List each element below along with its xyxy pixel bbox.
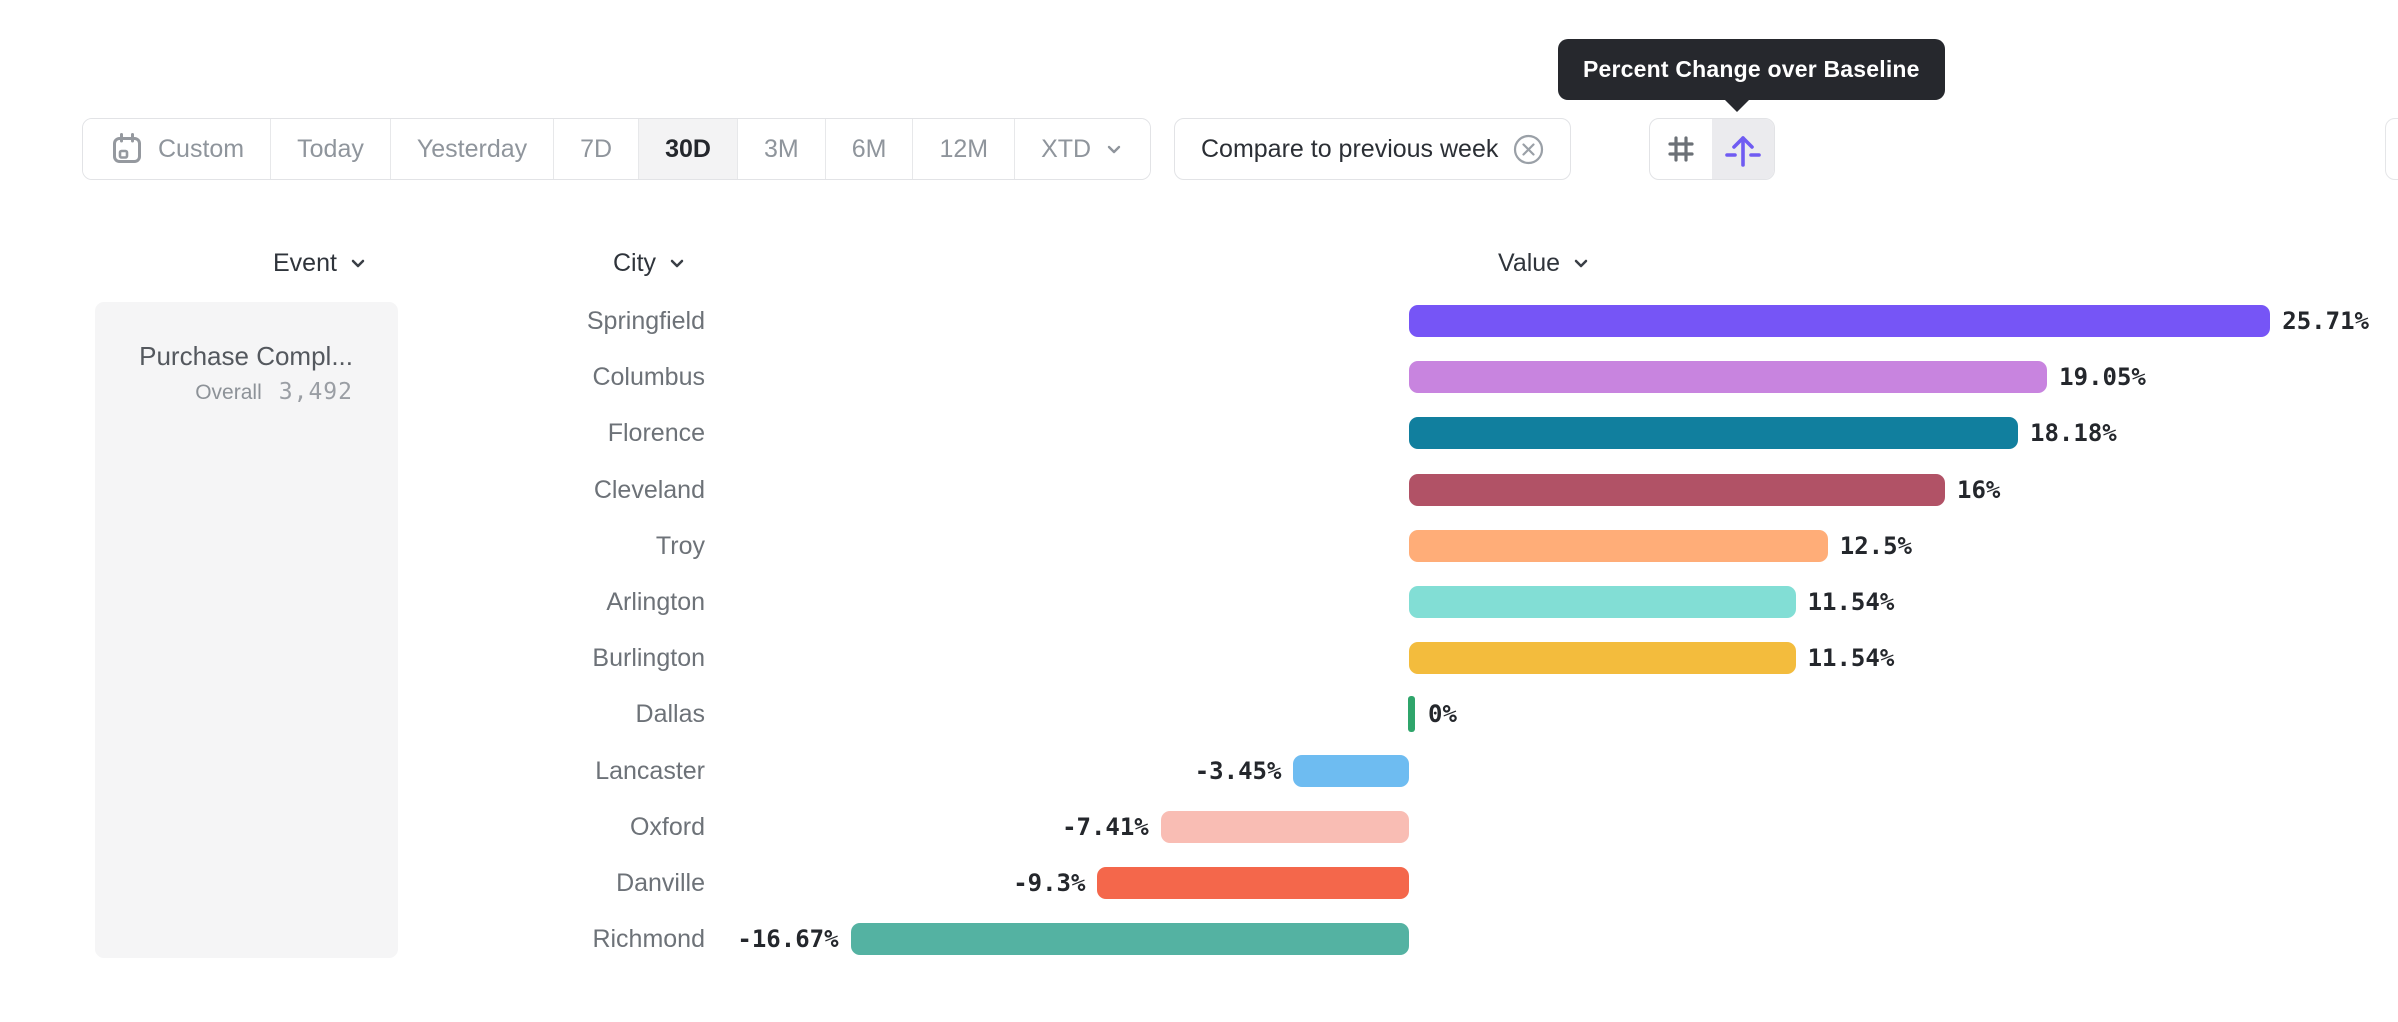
city-label: Richmond: [592, 925, 705, 954]
overall-label: Overall: [195, 381, 262, 404]
city-label: Columbus: [592, 363, 705, 392]
bar[interactable]: [1293, 754, 1409, 787]
column-header-label: Event: [273, 248, 337, 277]
tooltip-arrow: [1723, 98, 1751, 112]
chevron-down-icon: [1571, 253, 1591, 273]
date-range-label: 30D: [665, 134, 711, 163]
bar-value-label: 16%: [1957, 475, 2001, 504]
chevron-down-icon: [348, 253, 368, 273]
date-range-label: 3M: [763, 134, 799, 163]
date-range-label: Yesterday: [416, 134, 528, 163]
overall-value: 3,492: [278, 379, 353, 405]
date-range-3m[interactable]: 3M: [736, 119, 825, 179]
date-range-30d[interactable]: 30D: [638, 119, 737, 179]
city-label: Lancaster: [595, 756, 705, 785]
bar[interactable]: [1409, 529, 1828, 562]
arrow-up-baseline-icon: [1721, 127, 1765, 171]
bar-value-label: 11.54%: [1807, 644, 1895, 673]
date-range-xtd[interactable]: XTD: [1014, 119, 1151, 179]
date-range-yesterday[interactable]: Yesterday: [389, 119, 554, 179]
compare-chip[interactable]: Compare to previous week: [1174, 118, 1572, 180]
date-range-picker: Custom Today Yesterday 7D 30D 3M 6M 12M …: [82, 118, 1152, 180]
column-header-event[interactable]: Event: [273, 241, 368, 285]
column-header-value[interactable]: Value: [1498, 241, 1591, 285]
bar-value-label: -16.67%: [737, 925, 839, 954]
date-range-label: 6M: [851, 134, 887, 163]
bar[interactable]: [1409, 642, 1796, 675]
bar[interactable]: [1409, 473, 1945, 506]
date-range-label: XTD: [1041, 134, 1092, 163]
city-label: Burlington: [592, 644, 705, 673]
bar[interactable]: [1408, 696, 1415, 733]
date-range-custom[interactable]: Custom: [83, 119, 271, 179]
bar-value-label: 19.05%: [2059, 363, 2146, 392]
bar-value-label: -9.3%: [1013, 869, 1086, 897]
city-label: Cleveland: [593, 475, 705, 504]
bar[interactable]: [1409, 305, 2271, 337]
city-label: Springfield: [586, 307, 705, 335]
bar[interactable]: [1409, 361, 2048, 394]
column-header-label: Value: [1498, 248, 1561, 277]
bar-value-label: -3.45%: [1194, 756, 1282, 785]
chevron-down-icon: [667, 253, 687, 273]
clipped-toolbar-button[interactable]: [2385, 118, 2398, 180]
bar[interactable]: [1097, 867, 1409, 899]
bar-value-label: 12.5%: [1839, 531, 1912, 560]
date-range-label: Today: [297, 134, 364, 163]
date-range-7d[interactable]: 7D: [553, 119, 639, 179]
value-display-toggle: [1649, 118, 1775, 180]
city-label: Oxford: [629, 812, 705, 841]
date-range-12m[interactable]: 12M: [912, 119, 1015, 179]
city-label: Troy: [655, 531, 705, 560]
numeric-view-button[interactable]: [1650, 119, 1712, 179]
hash-icon: [1661, 129, 1701, 169]
date-range-today[interactable]: Today: [270, 119, 390, 179]
calendar-icon: [109, 131, 145, 167]
bar[interactable]: [850, 923, 1409, 956]
bar-value-label: 25.71%: [2282, 307, 2369, 335]
date-range-label: 12M: [939, 134, 989, 163]
city-label: Arlington: [606, 588, 705, 616]
bar-value-label: 11.54%: [1807, 588, 1895, 616]
city-label: Danville: [616, 869, 705, 897]
date-range-6m[interactable]: 6M: [824, 119, 913, 179]
city-label: Dallas: [635, 700, 705, 729]
chevron-down-icon: [1104, 139, 1124, 159]
compare-chip-label: Compare to previous week: [1201, 134, 1499, 163]
bar[interactable]: [1409, 417, 2019, 450]
column-header-label: City: [613, 248, 657, 277]
date-range-label: Custom: [158, 134, 245, 163]
date-range-label: 7D: [580, 134, 613, 163]
bar-value-label: -7.41%: [1062, 812, 1149, 841]
percent-change-view-button[interactable]: [1712, 119, 1774, 179]
bar-value-label: 0%: [1428, 700, 1457, 729]
remove-compare-icon[interactable]: [1513, 134, 1544, 165]
bar-value-label: 18.18%: [2030, 419, 2117, 448]
tooltip-percent-change: Percent Change over Baseline: [1558, 39, 1945, 100]
bar[interactable]: [1160, 810, 1409, 843]
event-card[interactable]: Purchase Compl... Overall 3,492: [95, 302, 398, 958]
column-header-city[interactable]: City: [613, 241, 687, 285]
bar[interactable]: [1409, 586, 1796, 618]
event-title: Purchase Compl...: [139, 341, 353, 371]
city-label: Florence: [607, 419, 705, 448]
